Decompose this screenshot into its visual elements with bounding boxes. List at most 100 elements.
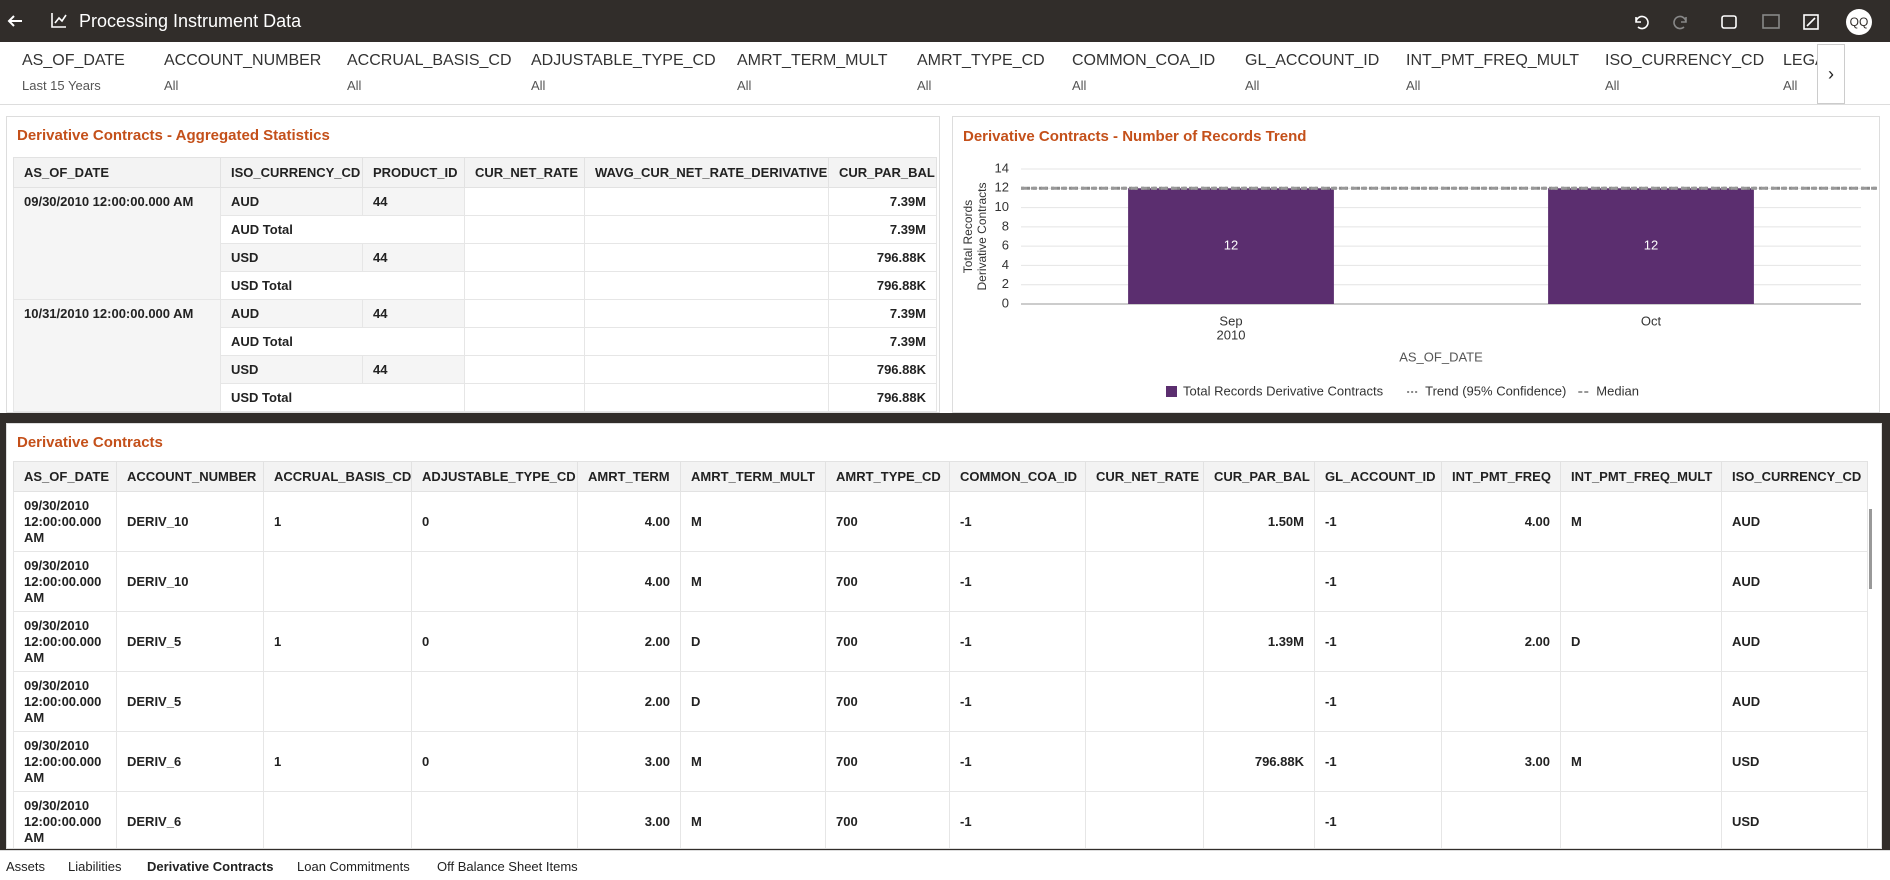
filter[interactable]: INT_PMT_FREQ_MULT All — [1406, 52, 1579, 93]
balance-cell: 796.88K — [828, 271, 937, 300]
y-tick-label: 14 — [995, 160, 1009, 175]
chart-panel: Derivative Contracts - Number of Records… — [952, 116, 1880, 413]
tab[interactable]: Off Balance Sheet Items — [437, 859, 578, 874]
cell: DERIV_6 — [116, 731, 264, 792]
bar — [1128, 188, 1334, 304]
cell: 1.39M — [1203, 611, 1315, 672]
cell: 3.00 — [577, 731, 681, 792]
filter-label: ACCRUAL_BASIS_CD — [347, 52, 512, 69]
filter[interactable]: ADJUSTABLE_TYPE_CD All — [531, 52, 716, 93]
column-header: COMMON_COA_ID — [949, 461, 1086, 492]
column-header: ISO_CURRENCY_CD — [1721, 461, 1868, 492]
cell — [584, 299, 829, 328]
legend-label: Trend (95% Confidence) — [1425, 383, 1566, 398]
column-header: INT_PMT_FREQ — [1441, 461, 1561, 492]
cell: 09/30/2010 12:00:00.000 AM — [13, 791, 117, 848]
cell: 4.00 — [577, 551, 681, 612]
user-avatar[interactable]: QQ — [1846, 9, 1872, 35]
cell — [464, 271, 585, 300]
y-axis-label: Total RecordsDerivative Contracts — [961, 182, 989, 290]
column-header: PRODUCT_ID — [362, 157, 465, 188]
chart-title: Derivative Contracts - Number of Records… — [963, 128, 1306, 145]
cell — [411, 551, 578, 612]
x-tick-label: 2010 — [1217, 327, 1246, 342]
filter[interactable]: AMRT_TYPE_CD All — [917, 52, 1045, 93]
column-header: CUR_NET_RATE — [1085, 461, 1204, 492]
cell — [584, 187, 829, 216]
bar — [1548, 188, 1754, 304]
cell: -1 — [1314, 731, 1442, 792]
cell: -1 — [1314, 671, 1442, 732]
filter-scroll-button[interactable]: › — [1817, 44, 1845, 104]
filter[interactable]: AMRT_TERM_MULT All — [737, 52, 888, 93]
column-header: AMRT_TYPE_CD — [825, 461, 950, 492]
cell: M — [680, 791, 826, 848]
cell: -1 — [949, 491, 1086, 552]
filter[interactable]: ISO_CURRENCY_CD All — [1605, 52, 1764, 93]
cell: M — [1560, 731, 1722, 792]
cell: 1 — [263, 491, 412, 552]
cell — [411, 671, 578, 732]
filter[interactable]: COMMON_COA_ID All — [1072, 52, 1215, 93]
column-header: INT_PMT_FREQ_MULT — [1560, 461, 1722, 492]
filter[interactable]: GL_ACCOUNT_ID All — [1245, 52, 1379, 93]
cell: 09/30/2010 12:00:00.000 AM — [13, 551, 117, 612]
cell — [1560, 791, 1722, 848]
cell — [1203, 791, 1315, 848]
column-header: GL_ACCOUNT_ID — [1314, 461, 1442, 492]
filter-label: COMMON_COA_ID — [1072, 52, 1216, 69]
filter-value: All — [531, 78, 546, 93]
main-panel: Derivative Contracts AS_OF_DATE ACCOUNT_N… — [6, 423, 1882, 849]
cell — [464, 299, 585, 328]
stats-table: AS_OF_DATE ISO_CURRENCY_CD PRODUCT_ID CUR_N… — [13, 157, 937, 412]
column-header: AS_OF_DATE — [13, 461, 117, 492]
cell — [584, 355, 829, 384]
cell — [263, 671, 412, 732]
cell: 09/30/2010 12:00:00.000 AM — [13, 731, 117, 792]
filter[interactable]: ACCRUAL_BASIS_CD All — [347, 52, 512, 93]
y-tick-label: 10 — [995, 199, 1009, 214]
cell: -1 — [949, 551, 1086, 612]
filter-label: INT_PMT_FREQ_MULT — [1406, 52, 1580, 69]
y-tick-label: 12 — [995, 180, 1009, 195]
cell — [1441, 671, 1561, 732]
y-tick-label: 4 — [1002, 257, 1009, 272]
tab[interactable]: Loan Commitments — [297, 859, 410, 874]
back-button[interactable] — [6, 12, 24, 30]
cell: AUD — [1721, 551, 1868, 612]
page-title: Processing Instrument Data — [79, 11, 302, 31]
cell: -1 — [949, 611, 1086, 672]
filter-label: AMRT_TYPE_CD — [917, 52, 1045, 69]
tab[interactable]: Liabilities — [68, 859, 122, 874]
currency-cell: AUD — [220, 187, 363, 216]
cell: DERIV_10 — [116, 551, 264, 612]
tab[interactable]: Derivative Contracts — [147, 859, 274, 874]
table-row: 10/31/2010 12:00:00.000 AM AUD 44 7.39M — [13, 299, 937, 412]
cell: DERIV_6 — [116, 791, 264, 848]
filter[interactable]: AS_OF_DATE Last 15 Years — [22, 52, 125, 93]
total-cell: AUD Total — [220, 215, 465, 244]
table-row: 09/30/2010 12:00:00.000 AM DERIV_5 2.00 D 70… — [13, 671, 1868, 732]
cell — [464, 327, 585, 356]
cell: -1 — [949, 671, 1086, 732]
table-row: 09/30/2010 12:00:00.000 AM DERIV_6 3.00 M 70… — [13, 791, 1868, 848]
scrollbar[interactable] — [1869, 509, 1872, 589]
filter-value: All — [1406, 78, 1421, 93]
y-axis-label-line: Total Records — [961, 200, 975, 273]
toolbar-icons[interactable] — [1632, 12, 1832, 32]
cell: 0 — [411, 611, 578, 672]
table-row: 09/30/2010 12:00:00.000 AM DERIV_10 4.00 M 7… — [13, 551, 1868, 612]
chart: Derivative Contracts - Number of Records… — [961, 128, 1879, 398]
cell: 700 — [825, 731, 950, 792]
tab[interactable]: Assets — [6, 859, 46, 874]
filter-label: AMRT_TERM_MULT — [737, 52, 888, 69]
cell: M — [680, 731, 826, 792]
cell: 700 — [825, 611, 950, 672]
filter[interactable]: LEGA All — [1783, 52, 1826, 93]
cell: -1 — [949, 791, 1086, 848]
cell: M — [680, 551, 826, 612]
column-header: AMRT_TERM_MULT — [680, 461, 826, 492]
filter[interactable]: ACCOUNT_NUMBER All — [164, 52, 321, 93]
cell — [1085, 611, 1204, 672]
cell: 700 — [825, 671, 950, 732]
